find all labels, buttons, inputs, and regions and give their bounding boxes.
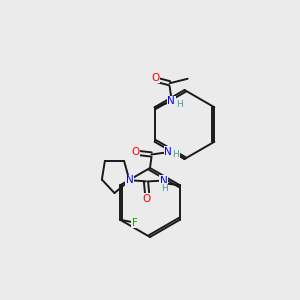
Text: F: F: [132, 218, 137, 228]
Text: O: O: [143, 194, 151, 204]
Text: H: H: [172, 150, 179, 159]
Text: N: N: [164, 147, 172, 157]
Text: N: N: [167, 96, 175, 106]
Text: O: O: [131, 147, 139, 157]
Text: H: H: [161, 184, 168, 193]
Text: N: N: [160, 176, 167, 186]
Text: H: H: [176, 100, 183, 109]
Text: N: N: [126, 176, 134, 185]
Text: O: O: [151, 73, 159, 83]
